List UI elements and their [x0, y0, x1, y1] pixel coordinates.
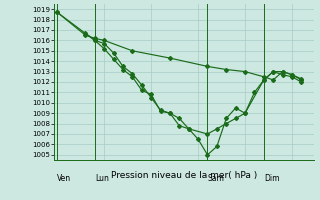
Text: Lun: Lun	[95, 174, 109, 183]
Text: Ven: Ven	[57, 174, 71, 183]
X-axis label: Pression niveau de la mer( hPa ): Pression niveau de la mer( hPa )	[111, 171, 257, 180]
Text: Dim: Dim	[264, 174, 279, 183]
Text: Sam: Sam	[207, 174, 224, 183]
